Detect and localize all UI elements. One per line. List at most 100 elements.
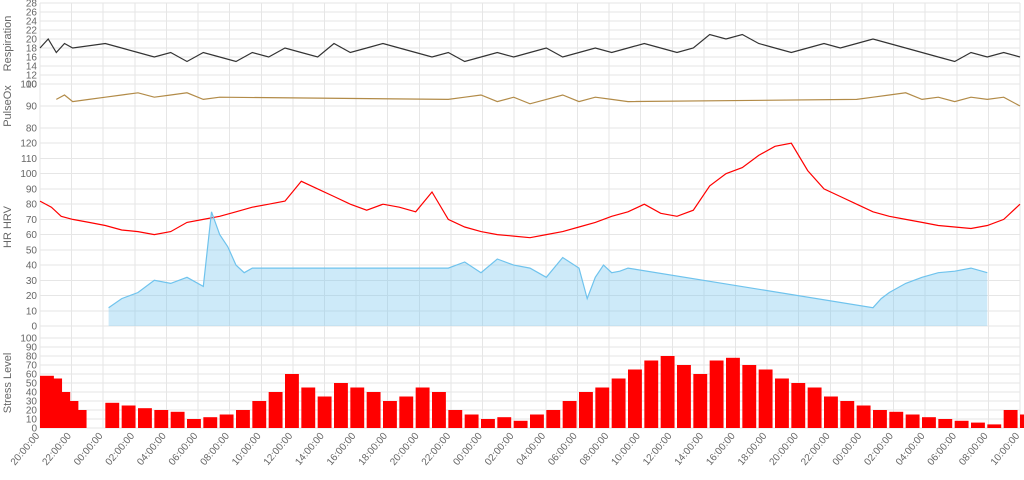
- stress-bar: [938, 419, 953, 428]
- stress-bar: [383, 401, 397, 428]
- y-tick-label: 30: [26, 276, 38, 287]
- stress-bar: [121, 405, 136, 428]
- x-tick-label: 02:00:00: [483, 431, 517, 468]
- y-tick-label: 0: [31, 424, 37, 435]
- x-tick-label: 20:00:00: [768, 431, 802, 468]
- y-tick-label: 18: [26, 44, 38, 55]
- stress-bar: [905, 414, 920, 428]
- y-tick-label: 40: [26, 261, 38, 272]
- x-tick-label: 04:00:00: [515, 431, 549, 468]
- y-tick-label: 40: [26, 388, 38, 399]
- y-tick-label: 80: [26, 124, 38, 135]
- stress-bar: [856, 405, 871, 428]
- stress-bar: [530, 414, 544, 428]
- stress-bar: [579, 392, 593, 428]
- stress-bar: [105, 402, 120, 428]
- x-tick-label: 10:00:00: [230, 431, 264, 468]
- x-tick-label: 06:00:00: [167, 431, 201, 468]
- y-tick-label: 50: [26, 245, 38, 256]
- y-tick-label: 28: [26, 0, 38, 10]
- stress-bar: [350, 387, 365, 428]
- y-tick-label: 14: [26, 62, 38, 73]
- stress-bar: [285, 374, 299, 428]
- x-tick-label: 02:00:00: [862, 431, 896, 468]
- hrv-area: [108, 211, 988, 326]
- stress-bar: [889, 411, 904, 428]
- y-tick-label: 10: [26, 306, 38, 317]
- stress-bar: [497, 417, 512, 428]
- hr-hrv-series-line: [39, 142, 1021, 239]
- stress-bar: [922, 417, 936, 428]
- stress-bar: [252, 401, 267, 428]
- y-tick-label: 100: [20, 80, 37, 91]
- y-tick-label: 24: [26, 17, 38, 28]
- x-tick-label: 18:00:00: [357, 431, 391, 468]
- y-tick-label: 90: [26, 184, 38, 195]
- x-tick-label: 22:00:00: [799, 431, 833, 468]
- stress-bar: [677, 365, 691, 428]
- stress-bar: [301, 387, 316, 428]
- y-tick-label: 110: [21, 154, 37, 165]
- stress-bar: [775, 378, 789, 428]
- y-tick-label: 20: [26, 406, 38, 417]
- stress-bar: [726, 357, 740, 428]
- y-tick-label: 90: [26, 102, 38, 113]
- stress-bar: [660, 356, 675, 428]
- y-axis-title: PulseOx: [2, 85, 14, 127]
- stress-bar: [1020, 414, 1024, 428]
- stress-bar: [562, 401, 577, 428]
- stress-bar: [611, 378, 626, 428]
- stress-bar: [219, 414, 234, 428]
- y-tick-label: 22: [26, 26, 38, 37]
- x-tick-label: 08:00:00: [199, 431, 233, 468]
- y-tick-label: 90: [26, 343, 38, 354]
- y-tick-label: 70: [26, 361, 38, 372]
- x-tick-label: 14:00:00: [673, 431, 707, 468]
- x-tick-label: 04:00:00: [135, 431, 169, 468]
- x-tick-label: 14:00:00: [293, 431, 327, 468]
- grid: [39, 2, 1021, 429]
- stress-bar: [971, 422, 985, 428]
- stress-bar: [399, 396, 414, 428]
- x-tick-label: 06:00:00: [926, 431, 960, 468]
- stress-bar: [432, 392, 446, 428]
- stress-bar: [791, 383, 806, 428]
- x-tick-label: 12:00:00: [641, 431, 675, 468]
- y-tick-label: 60: [26, 230, 38, 241]
- y-axis-title: HR HRV: [2, 205, 14, 248]
- x-tick-label: 16:00:00: [325, 431, 359, 468]
- stress-bar: [366, 392, 381, 428]
- y-tick-label: 0: [31, 322, 37, 333]
- x-tick-label: 00:00:00: [451, 431, 485, 468]
- stress-bar: [546, 410, 561, 428]
- stress-bar: [170, 411, 185, 428]
- y-tick-label: 12: [26, 71, 38, 82]
- stress-bar: [138, 408, 152, 428]
- stress-bar: [1003, 410, 1018, 428]
- y-tick-label: 10: [26, 80, 38, 91]
- x-tick-label: 22:00:00: [420, 431, 454, 468]
- stress-bar: [415, 387, 430, 428]
- x-tick-label: 02:00:00: [104, 431, 138, 468]
- stress-bar: [187, 419, 201, 428]
- x-tick-label: 10:00:00: [989, 431, 1023, 468]
- x-tick-label: 10:00:00: [609, 431, 643, 468]
- stress-bar: [513, 420, 528, 428]
- stress-bar: [840, 401, 855, 428]
- stress-bar: [481, 419, 495, 428]
- stress-bar: [644, 360, 659, 428]
- respiration-series-line: [39, 33, 1021, 63]
- stress-bar: [709, 360, 724, 428]
- stress-bar: [954, 420, 969, 428]
- stress-bar: [317, 396, 332, 428]
- x-tick-label: 22:00:00: [40, 431, 74, 468]
- y-tick-label: 70: [26, 215, 38, 226]
- y-tick-label: 60: [26, 370, 38, 381]
- plot-area: [39, 33, 1024, 428]
- stress-bar: [268, 392, 283, 428]
- stress-bar: [154, 410, 169, 428]
- y-tick-label: 120: [20, 139, 37, 150]
- y-tick-label: 80: [26, 352, 38, 363]
- y-tick-label: 10: [26, 415, 38, 426]
